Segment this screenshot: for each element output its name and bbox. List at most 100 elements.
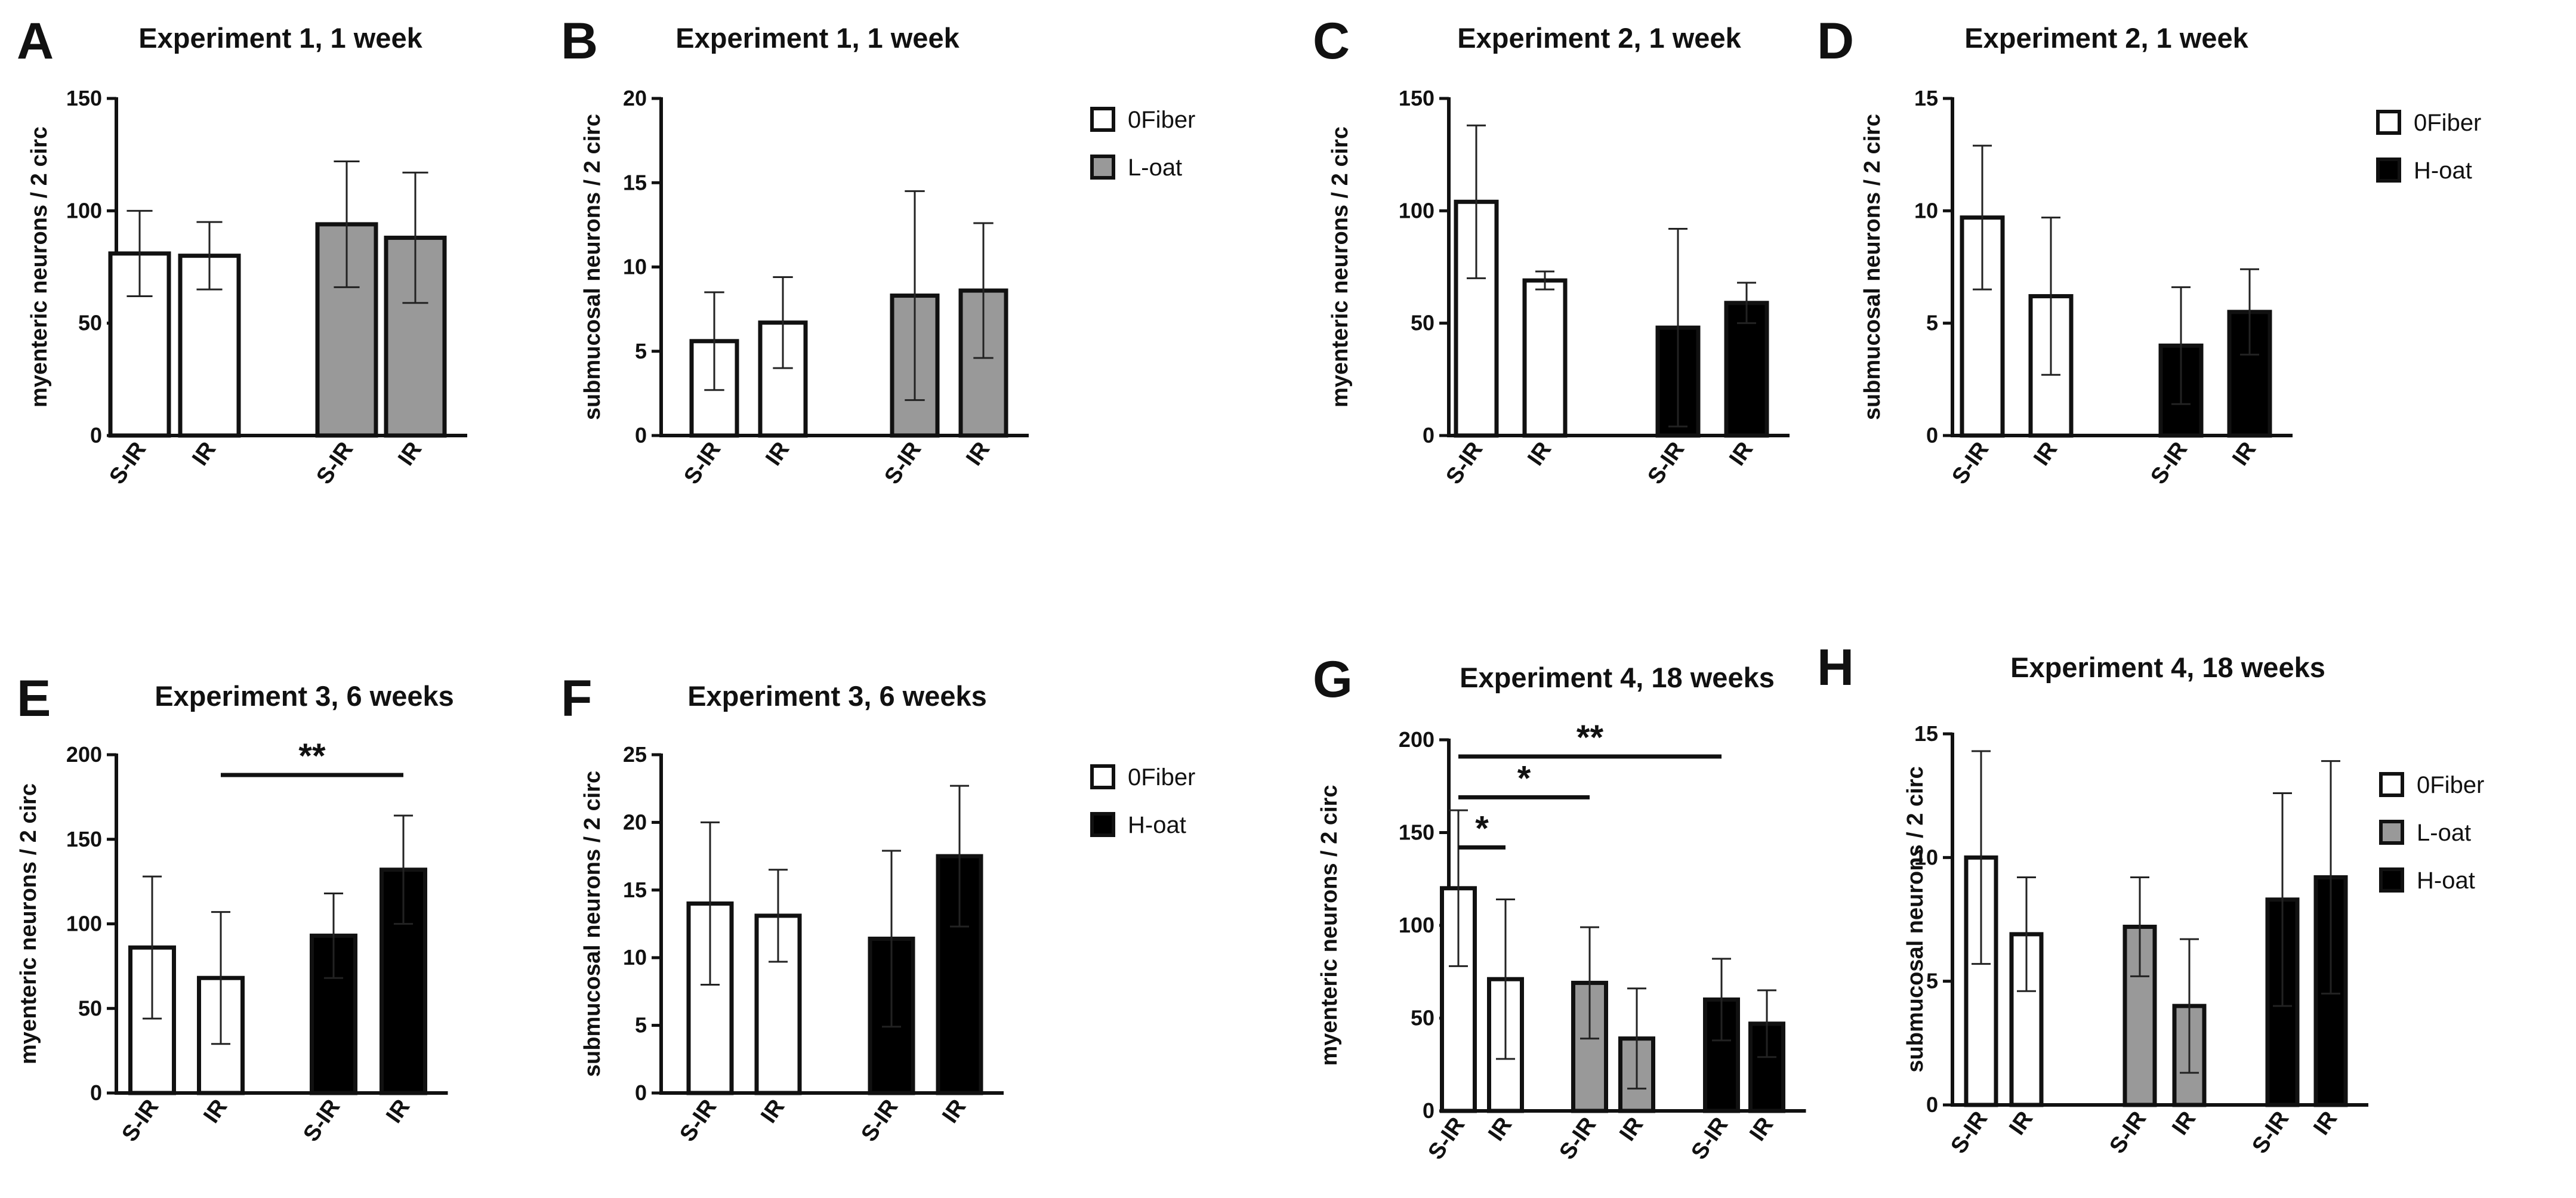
x-tick-label: IR bbox=[187, 437, 221, 470]
y-tick-label: 100 bbox=[66, 912, 102, 936]
legend-swatch bbox=[2379, 772, 2404, 797]
panel-title: Experiment 4, 18 weeks bbox=[2010, 652, 2325, 683]
y-axis-label: submucosal neurons / 2 circ bbox=[580, 114, 605, 420]
x-tick-label: IR bbox=[393, 437, 427, 470]
legend-label: H-oat bbox=[1128, 812, 1186, 838]
legend-cd: 0Fiber H-oat bbox=[2376, 110, 2481, 184]
x-tick-label: S-IR bbox=[880, 437, 926, 489]
y-tick-label: 150 bbox=[1399, 820, 1434, 845]
panel-F: F Experiment 3, 6 weeks submucosal neurons… bbox=[561, 670, 1004, 1146]
panel-title: Experiment 2, 1 week bbox=[1964, 22, 2248, 54]
x-tick-label: IR bbox=[199, 1095, 232, 1128]
y-tick-label: 15 bbox=[1914, 86, 1938, 110]
x-tick-label: IR bbox=[2167, 1107, 2201, 1140]
significance-label: * bbox=[1475, 809, 1489, 848]
x-tick-label: S-IR bbox=[2105, 1107, 2151, 1158]
significance-label: ** bbox=[1577, 718, 1604, 757]
x-tick-label: S-IR bbox=[1686, 1113, 1733, 1164]
panel-label: B bbox=[561, 13, 598, 70]
x-tick-label: S-IR bbox=[311, 437, 358, 489]
x-tick-label: IR bbox=[381, 1095, 415, 1128]
panel-A: A Experiment 1, 1 week myenteric neurons /… bbox=[17, 13, 467, 489]
x-tick-label: S-IR bbox=[2247, 1107, 2294, 1158]
x-tick-label: S-IR bbox=[117, 1095, 163, 1146]
panel-label: A bbox=[17, 13, 54, 70]
x-tick-label: IR bbox=[2309, 1107, 2342, 1140]
y-axis-label: myenteric neurons / 2 circ bbox=[16, 783, 41, 1064]
y-tick-label: 5 bbox=[1926, 311, 1938, 335]
legend-ab: 0Fiber L-oat bbox=[1090, 107, 1195, 181]
y-axis-label: submucosal neurons / 2 circ bbox=[1903, 766, 1928, 1072]
x-tick-label: S-IR bbox=[298, 1095, 345, 1146]
legend-swatch bbox=[1090, 155, 1115, 180]
panel-label: D bbox=[1817, 13, 1854, 70]
panel-title: Experiment 1, 1 week bbox=[675, 22, 960, 54]
y-tick-label: 200 bbox=[1399, 727, 1434, 752]
significance-label: * bbox=[1517, 759, 1531, 798]
y-axis-label: submucosal neurons / 2 circ bbox=[1860, 114, 1885, 420]
y-tick-label: 20 bbox=[623, 86, 647, 110]
legend-label: 0Fiber bbox=[2414, 110, 2481, 136]
panel-label: F bbox=[561, 670, 593, 727]
panel-label: E bbox=[17, 670, 51, 727]
y-axis-label: myenteric neurons / 2 circ bbox=[1317, 785, 1342, 1066]
x-tick-label: IR bbox=[756, 1095, 789, 1128]
panel-title: Experiment 1, 1 week bbox=[138, 22, 422, 54]
y-tick-label: 5 bbox=[635, 339, 647, 363]
panel-label: G bbox=[1313, 651, 1353, 708]
legend-label: H-oat bbox=[2417, 867, 2475, 894]
x-tick-label: S-IR bbox=[1643, 437, 1689, 489]
x-tick-label: S-IR bbox=[104, 437, 151, 489]
y-tick-label: 0 bbox=[90, 423, 102, 447]
panel-title: Experiment 3, 6 weeks bbox=[155, 680, 454, 712]
x-tick-label: S-IR bbox=[856, 1095, 903, 1146]
panel-H: H Experiment 4, 18 weeks submucosal neuron… bbox=[1817, 639, 2368, 1158]
panel-title: Experiment 4, 18 weeks bbox=[1460, 662, 1775, 693]
x-tick-label: IR bbox=[761, 437, 794, 470]
x-tick-label: S-IR bbox=[1946, 1107, 1992, 1158]
x-tick-label: IR bbox=[2004, 1107, 2038, 1140]
y-tick-label: 10 bbox=[1914, 198, 1938, 223]
x-tick-label: S-IR bbox=[1947, 437, 1994, 489]
panel-C: C Experiment 2, 1 week myenteric neurons /… bbox=[1313, 13, 1790, 489]
legend-swatch bbox=[2376, 158, 2401, 183]
x-tick-label: IR bbox=[1745, 1113, 1778, 1145]
x-tick-label: IR bbox=[2228, 437, 2261, 470]
y-tick-label: 50 bbox=[78, 996, 102, 1020]
x-tick-label: IR bbox=[2029, 437, 2062, 470]
y-tick-label: 50 bbox=[78, 311, 102, 335]
x-tick-label: S-IR bbox=[675, 1095, 721, 1146]
x-tick-label: IR bbox=[961, 437, 995, 470]
y-tick-label: 150 bbox=[1399, 86, 1434, 110]
y-tick-label: 15 bbox=[1914, 721, 1938, 746]
y-tick-label: 5 bbox=[635, 1013, 647, 1038]
panel-label: C bbox=[1313, 13, 1350, 70]
y-tick-label: 150 bbox=[66, 86, 102, 110]
legend-swatch bbox=[1090, 764, 1115, 789]
x-tick-label: IR bbox=[1483, 1113, 1517, 1145]
y-tick-label: 150 bbox=[66, 827, 102, 851]
panel-title: Experiment 3, 6 weeks bbox=[687, 680, 987, 712]
legend-label: L-oat bbox=[2417, 820, 2471, 846]
y-tick-label: 15 bbox=[623, 170, 647, 194]
y-tick-label: 0 bbox=[1423, 1098, 1434, 1123]
y-tick-label: 5 bbox=[1926, 969, 1938, 993]
y-axis-label: myenteric neurons / 2 circ bbox=[1328, 126, 1353, 407]
y-tick-label: 10 bbox=[1914, 845, 1938, 869]
x-tick-label: IR bbox=[1724, 437, 1758, 470]
y-tick-label: 50 bbox=[1411, 311, 1434, 335]
legend-swatch bbox=[1090, 107, 1115, 132]
y-tick-label: 25 bbox=[623, 742, 647, 767]
x-tick-label: IR bbox=[1523, 437, 1556, 470]
y-tick-label: 100 bbox=[1399, 198, 1434, 223]
y-tick-label: 0 bbox=[1926, 1092, 1938, 1117]
legend-label: 0Fiber bbox=[2417, 772, 2484, 798]
y-tick-label: 0 bbox=[635, 1080, 647, 1105]
panel-label: H bbox=[1817, 639, 1854, 696]
y-axis-label: submucosal neurons / 2 circ bbox=[580, 771, 605, 1077]
y-tick-label: 20 bbox=[623, 810, 647, 834]
y-tick-label: 0 bbox=[635, 423, 647, 447]
legend-ef: 0Fiber H-oat bbox=[1090, 764, 1195, 838]
y-tick-label: 50 bbox=[1411, 1006, 1434, 1030]
